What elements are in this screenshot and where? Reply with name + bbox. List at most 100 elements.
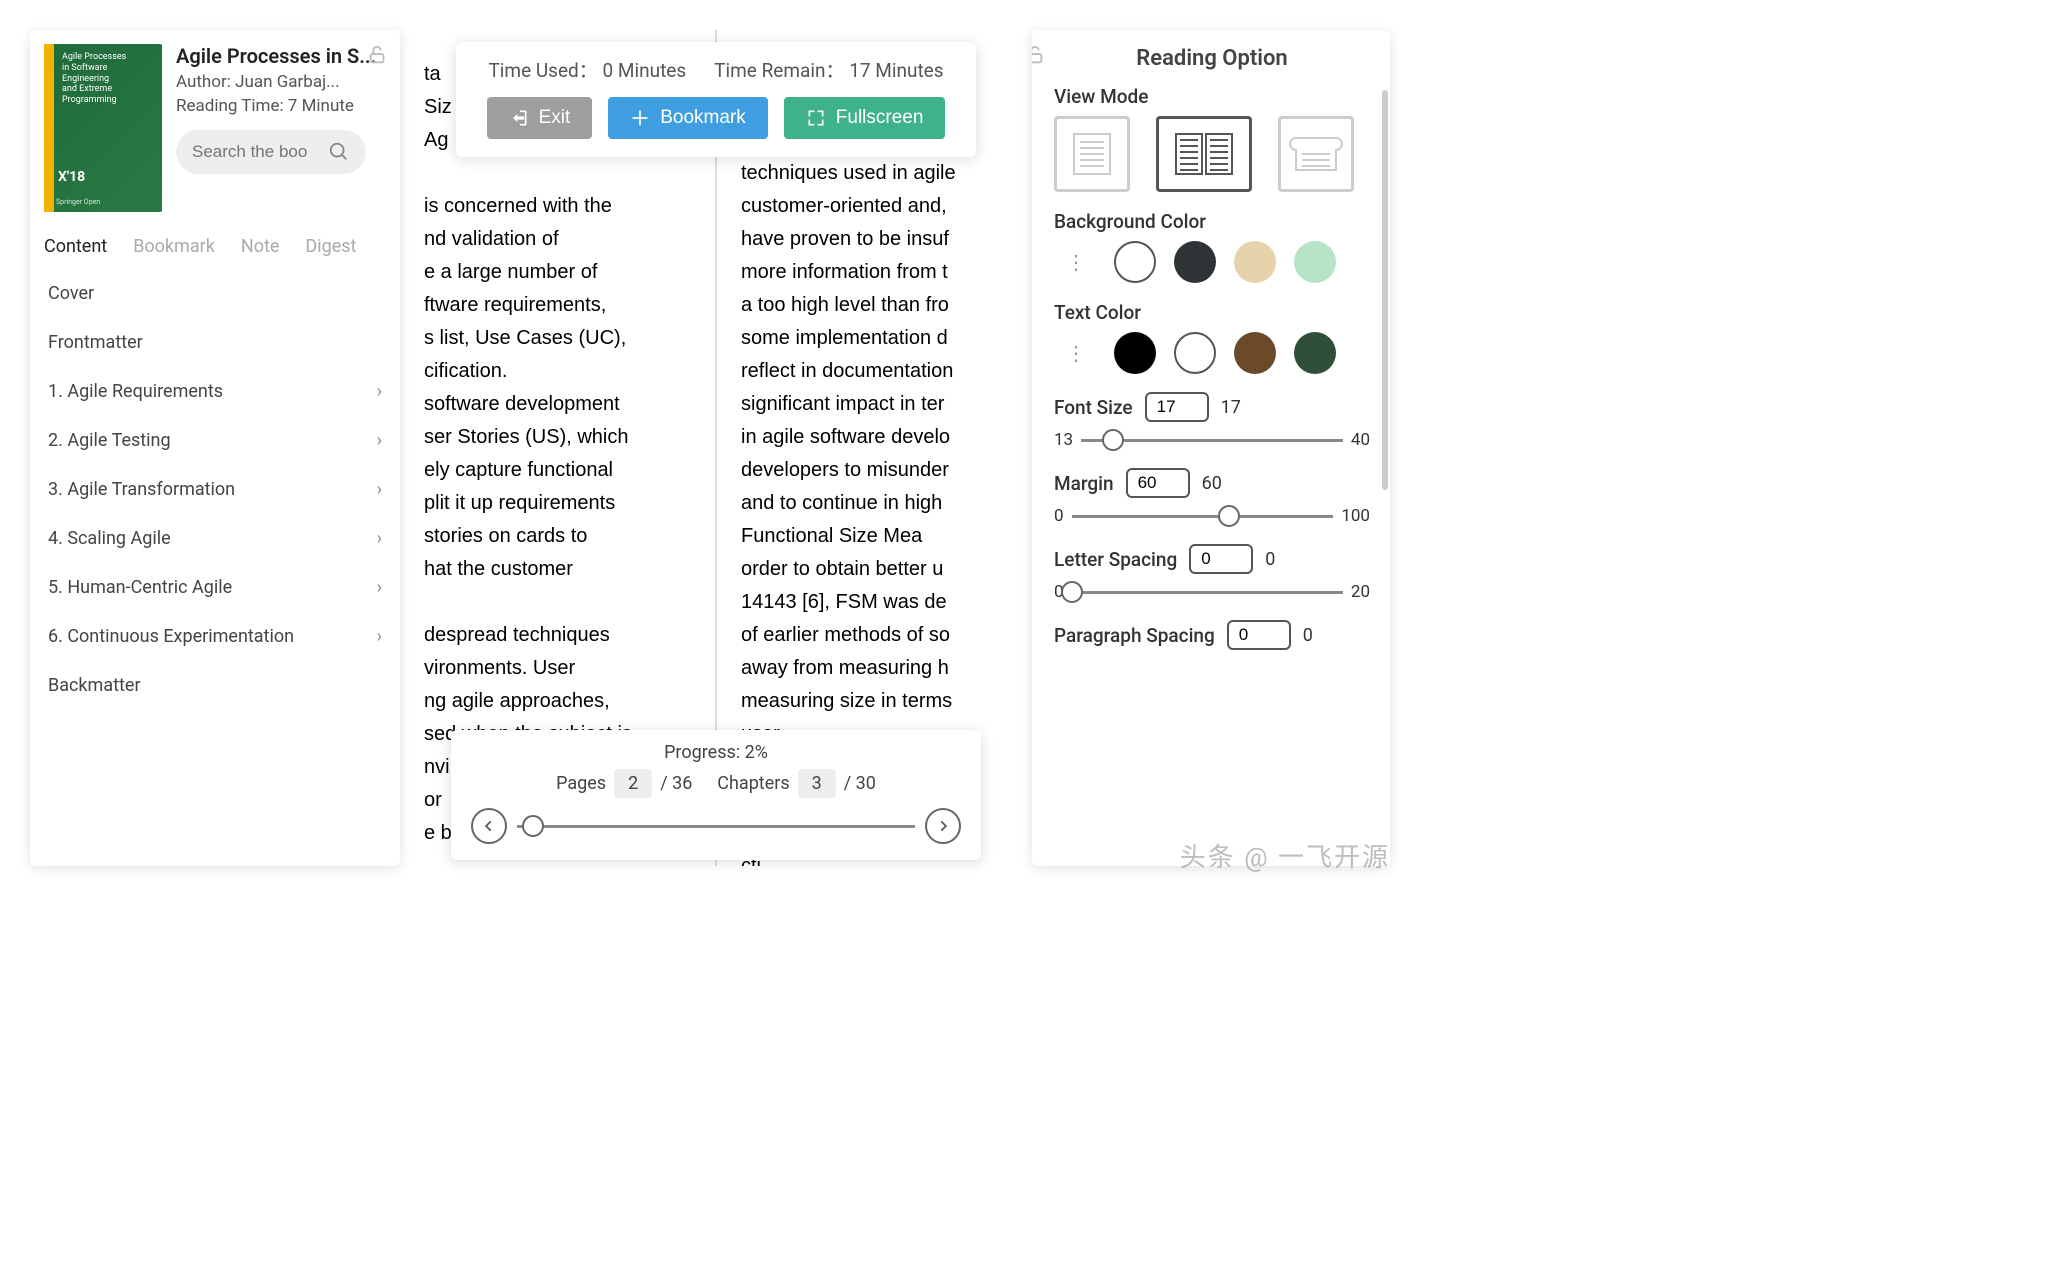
tab-note[interactable]: Note: [241, 236, 280, 257]
chevron-right-icon: ›: [377, 528, 382, 549]
cover-logo: X'18: [58, 169, 85, 186]
book-cover: Agile Processes in Software Engineering …: [44, 44, 162, 212]
color-swatch[interactable]: [1114, 332, 1156, 374]
letter-spacing-max: 20: [1351, 582, 1370, 602]
toc-item-label: 6. Continuous Experimentation: [48, 626, 294, 647]
toc-item-label: Frontmatter: [48, 332, 143, 353]
prev-page-button[interactable]: [471, 808, 507, 844]
page-line: Functional Size Mea: [741, 522, 1008, 551]
toc-item-label: Backmatter: [48, 675, 141, 696]
tab-content[interactable]: Content: [44, 236, 107, 257]
slider-handle[interactable]: [1061, 581, 1083, 603]
toc-item[interactable]: 5. Human-Centric Agile›: [30, 563, 400, 612]
color-swatch[interactable]: [1294, 332, 1336, 374]
left-sidebar: Agile Processes in Software Engineering …: [30, 30, 400, 866]
scrollbar[interactable]: [1382, 90, 1388, 490]
color-swatch[interactable]: [1174, 332, 1216, 374]
search-icon: [328, 141, 350, 163]
para-spacing-input[interactable]: [1227, 620, 1291, 650]
watermark: 头条 @ 一飞开源: [1180, 837, 1390, 874]
toc-item[interactable]: Frontmatter: [30, 318, 400, 367]
page-line: [424, 159, 691, 188]
next-page-button[interactable]: [925, 808, 961, 844]
chevron-right-icon: ›: [377, 577, 382, 598]
time-used-label: Time Used：: [488, 59, 597, 82]
toc-item[interactable]: 1. Agile Requirements›: [30, 367, 400, 416]
time-remain-label: Time Remain：: [714, 59, 844, 82]
page-line: techniques used in agile: [741, 159, 1008, 188]
color-swatch[interactable]: [1234, 241, 1276, 283]
color-swatch[interactable]: [1114, 241, 1156, 283]
unlock-icon[interactable]: [366, 44, 388, 70]
margin-input[interactable]: [1126, 468, 1190, 498]
page-line: nd validation of: [424, 225, 691, 254]
search-box[interactable]: [176, 130, 366, 174]
color-swatch[interactable]: [1234, 332, 1276, 374]
options-title: Reading Option: [1054, 46, 1370, 71]
font-size-input[interactable]: [1145, 392, 1209, 422]
toc-item[interactable]: 6. Continuous Experimentation›: [30, 612, 400, 661]
cover-footer: Springer Open: [56, 198, 100, 206]
progress-handle[interactable]: [522, 815, 544, 837]
more-colors-icon[interactable]: ⋮: [1054, 241, 1096, 283]
view-mode-single[interactable]: [1054, 116, 1130, 192]
pages-label: Pages: [556, 773, 606, 794]
color-swatch[interactable]: [1174, 241, 1216, 283]
page-line: 14143 [6], FSM was de: [741, 588, 1008, 617]
pages-total: / 36: [660, 773, 692, 794]
slider-handle[interactable]: [1102, 429, 1124, 451]
sidebar-tabs: Content Bookmark Note Digest: [30, 224, 400, 265]
progress-panel: Progress: 2% Pages 2 / 36 Chapters 3 / 3…: [451, 730, 981, 860]
view-mode-scroll[interactable]: [1278, 116, 1354, 192]
view-mode-double[interactable]: [1156, 116, 1252, 192]
chapters-value[interactable]: 3: [798, 769, 836, 798]
page-line: a too high level than fro: [741, 291, 1008, 320]
letter-spacing-input[interactable]: [1189, 544, 1253, 574]
progress-label: Progress: 2%: [471, 742, 961, 763]
bookmark-button[interactable]: Bookmark: [608, 97, 768, 139]
color-swatch[interactable]: [1294, 241, 1336, 283]
fullscreen-button[interactable]: Fullscreen: [784, 97, 946, 139]
search-input[interactable]: [192, 142, 312, 162]
reading-time: Reading Time: 7 Minute: [176, 96, 386, 116]
chapters-total: / 30: [844, 773, 876, 794]
more-colors-icon[interactable]: ⋮: [1054, 332, 1096, 374]
toc-item[interactable]: Backmatter: [30, 661, 400, 710]
slider-handle[interactable]: [1218, 505, 1240, 527]
progress-slider[interactable]: [517, 825, 915, 828]
toc-item[interactable]: 4. Scaling Agile ›: [30, 514, 400, 563]
letter-spacing-label: Letter Spacing: [1054, 548, 1177, 571]
unlock-icon[interactable]: [1032, 44, 1046, 70]
exit-button[interactable]: Exit: [487, 97, 593, 139]
text-color-label: Text Color: [1054, 301, 1370, 324]
page-line: away from measuring h: [741, 654, 1008, 683]
margin-slider[interactable]: [1072, 515, 1334, 518]
margin-display: 60: [1202, 473, 1222, 494]
time-used-value: 0 Minutes: [603, 59, 687, 82]
letter-spacing-slider[interactable]: [1072, 591, 1343, 594]
letter-spacing-display: 0: [1265, 549, 1275, 570]
toc-item-label: 1. Agile Requirements: [48, 381, 223, 402]
table-of-contents: CoverFrontmatter1. Agile Requirements›2.…: [30, 265, 400, 866]
pages-value[interactable]: 2: [614, 769, 652, 798]
tab-bookmark[interactable]: Bookmark: [133, 236, 215, 257]
page-line: reflect in documentation: [741, 357, 1008, 386]
toc-item[interactable]: 3. Agile Transformation›: [30, 465, 400, 514]
chevron-right-icon: ›: [377, 430, 382, 451]
page-line: of earlier methods of so: [741, 621, 1008, 650]
toc-item[interactable]: Cover: [30, 269, 400, 318]
reader-area: taSizAg is concerned with thend validati…: [400, 30, 1032, 866]
tab-digest[interactable]: Digest: [305, 236, 356, 257]
page-line: cification.: [424, 357, 691, 386]
toc-item-label: 4. Scaling Agile: [48, 528, 171, 549]
font-size-slider[interactable]: [1081, 439, 1343, 442]
page-line: have proven to be insuf: [741, 225, 1008, 254]
book-title: Agile Processes in S...: [176, 44, 386, 68]
para-spacing-display: 0: [1303, 625, 1313, 646]
para-spacing-label: Paragraph Spacing: [1054, 624, 1215, 647]
page-line: stories on cards to: [424, 522, 691, 551]
book-author: Author: Juan Garbaj...: [176, 72, 386, 92]
page-line: measuring size in terms: [741, 687, 1008, 716]
toc-item[interactable]: 2. Agile Testing›: [30, 416, 400, 465]
page-line: more information from t: [741, 258, 1008, 287]
